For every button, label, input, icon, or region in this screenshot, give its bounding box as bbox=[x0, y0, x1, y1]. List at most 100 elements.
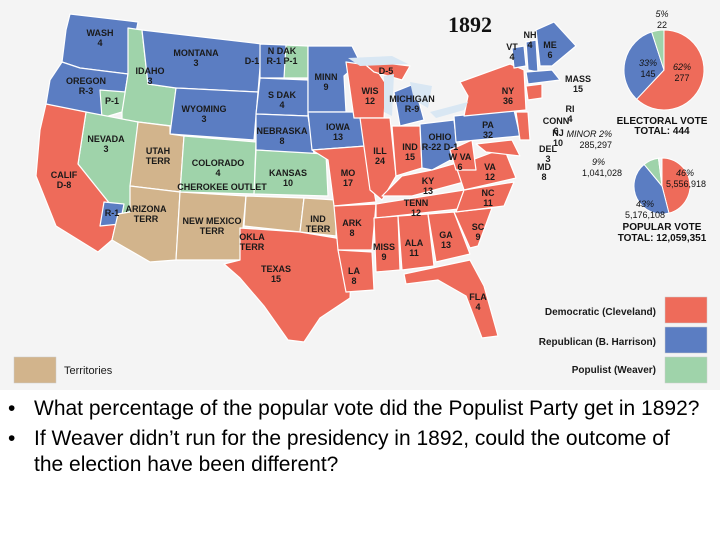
legend-populist-label: Populist (Weaver) bbox=[572, 365, 656, 376]
state-votes-nd: R-1 P-1 bbox=[266, 56, 297, 66]
state-votes-tx: 15 bbox=[271, 274, 281, 284]
lake-superior bbox=[348, 56, 408, 66]
ev-democratic-num: 277 bbox=[674, 73, 689, 83]
ev-populist-pct: 5% bbox=[655, 9, 668, 19]
state-ga bbox=[427, 211, 471, 263]
legend-populist-swatch bbox=[664, 356, 708, 384]
state-votes-ca: D-8 bbox=[57, 180, 72, 190]
state-label-ut: UTAH bbox=[146, 146, 170, 156]
pv-slice-republican bbox=[633, 163, 670, 215]
state-votes-sd: 4 bbox=[279, 100, 284, 110]
state-label-de: DEL bbox=[539, 144, 558, 154]
election-map: WASH4OREGONR-3P-1CALIFD-8R-1NEVADA3IDAHO… bbox=[13, 9, 708, 384]
state-indian-ter bbox=[299, 197, 337, 237]
state-votes-it: TERR bbox=[306, 224, 331, 234]
state-votes-ok: TERR bbox=[240, 242, 265, 252]
state-ca bbox=[35, 103, 119, 253]
state-label-al: ALA bbox=[405, 238, 424, 248]
state-tx bbox=[223, 227, 353, 343]
state-votes-ne: 8 bbox=[279, 136, 284, 146]
pv-democratic-num: 5,556,918 bbox=[666, 179, 706, 189]
state-label-ny: NY bbox=[502, 86, 515, 96]
state-label-sd: S DAK bbox=[268, 90, 297, 100]
state-label-id: IDAHO bbox=[136, 66, 165, 76]
state-votes-mt: 3 bbox=[193, 58, 198, 68]
state-label-ms: MISS bbox=[373, 242, 395, 252]
pv-populist-pct: 9% bbox=[592, 157, 605, 167]
ev-heading: ELECTORAL VOTE bbox=[617, 116, 708, 127]
state-label-mn: MINN bbox=[315, 72, 338, 82]
state-label-co: COLORADO bbox=[192, 158, 245, 168]
state-label-nh: NH bbox=[524, 30, 537, 40]
ev-slice-populist bbox=[651, 29, 665, 71]
state-label-mi: MICHIGAN bbox=[389, 94, 435, 104]
state-votes-fl: 4 bbox=[475, 302, 480, 312]
state-votes-nv: 3 bbox=[103, 144, 108, 154]
legend-democratic-label: Democratic (Cleveland) bbox=[545, 307, 656, 318]
bullet-dot-icon: • bbox=[8, 397, 16, 420]
pv-republican-num: 5,176,108 bbox=[625, 210, 665, 220]
state-votes-id: 3 bbox=[147, 76, 152, 86]
question-item-2: • If Weaver didn’t run for the presidency… bbox=[0, 426, 720, 478]
state-label-wv: W VA bbox=[449, 152, 472, 162]
ev-democratic-pct: 62% bbox=[673, 62, 691, 72]
ev-republican-num: 145 bbox=[640, 69, 655, 79]
state-votes-ks: 10 bbox=[283, 178, 293, 188]
lake-huron bbox=[410, 82, 432, 108]
legend-republican-label: Republican (B. Harrison) bbox=[539, 337, 656, 348]
legend-republican-swatch bbox=[664, 326, 708, 354]
state-nc bbox=[455, 181, 515, 213]
state-votes-nm: TERR bbox=[200, 226, 225, 236]
state-label-vt: VT bbox=[506, 42, 518, 52]
state-il bbox=[359, 117, 397, 201]
state-ny bbox=[459, 63, 527, 117]
state-label-fl: FLA bbox=[469, 292, 487, 302]
state-votes-ms: 9 bbox=[381, 252, 386, 262]
map-panel: WASH 4 OREGON R-3 P-1 CALIF D-8 R-1 NEVADA 3 IDAHO… bbox=[0, 0, 720, 390]
state-votes-al: 11 bbox=[409, 248, 419, 258]
state-votes-md: 8 bbox=[541, 172, 546, 182]
state-label-mo: MO bbox=[341, 168, 356, 178]
state-votes-ri: 4 bbox=[567, 114, 572, 124]
pv-heading: POPULAR VOTE bbox=[623, 222, 702, 233]
state-label-nm: NEW MEXICO bbox=[182, 216, 241, 226]
lake-erie bbox=[430, 102, 468, 118]
electoral-vote-pie bbox=[623, 29, 705, 111]
state-label-mt: MONTANA bbox=[173, 48, 219, 58]
state-ms bbox=[373, 215, 401, 273]
state-label-it: IND bbox=[310, 214, 326, 224]
state-votes-az: TERR bbox=[134, 214, 159, 224]
state-label-mi2: D-5 bbox=[379, 66, 394, 76]
state-label-ar: ARK bbox=[342, 218, 362, 228]
state-label-or: OREGON bbox=[66, 76, 106, 86]
state-votes-nh: 4 bbox=[527, 40, 532, 50]
pv-slice-democratic bbox=[661, 157, 691, 214]
state-label-ia: IOWA bbox=[326, 122, 350, 132]
state-fl bbox=[403, 259, 499, 339]
state-votes-wa: 4 bbox=[97, 38, 102, 48]
state-votes-wv: 6 bbox=[457, 162, 462, 172]
state-label-il: ILL bbox=[373, 146, 387, 156]
pv-minor-num: 285,297 bbox=[579, 140, 612, 150]
state-votes-wi: 12 bbox=[365, 96, 375, 106]
state-label-ks: KANSAS bbox=[269, 168, 307, 178]
state-label-ca2: R-1 bbox=[105, 208, 120, 218]
state-label-ne: NEBRASKA bbox=[256, 126, 308, 136]
question-text: What percentage of the popular vote did … bbox=[34, 397, 700, 420]
state-votes-vt: 4 bbox=[509, 52, 514, 62]
state-label-wa: WASH bbox=[87, 28, 114, 38]
state-votes-ia: 13 bbox=[333, 132, 343, 142]
state-label-nd: N DAK bbox=[268, 46, 297, 56]
pv-total: TOTAL: 12,059,351 bbox=[618, 233, 707, 244]
state-label-sc: SC bbox=[472, 222, 485, 232]
state-label-nc: NC bbox=[482, 188, 495, 198]
state-ar bbox=[333, 203, 377, 251]
map-title: 1892 bbox=[448, 12, 492, 37]
state-votes-pa: 32 bbox=[483, 130, 493, 140]
state-votes-me: 6 bbox=[547, 50, 552, 60]
state-ks bbox=[253, 149, 329, 197]
pv-slice-minor bbox=[657, 157, 663, 187]
state-ma bbox=[525, 69, 561, 85]
state-votes-il: 24 bbox=[375, 156, 385, 166]
state-label-oh: OHIO bbox=[428, 132, 451, 142]
